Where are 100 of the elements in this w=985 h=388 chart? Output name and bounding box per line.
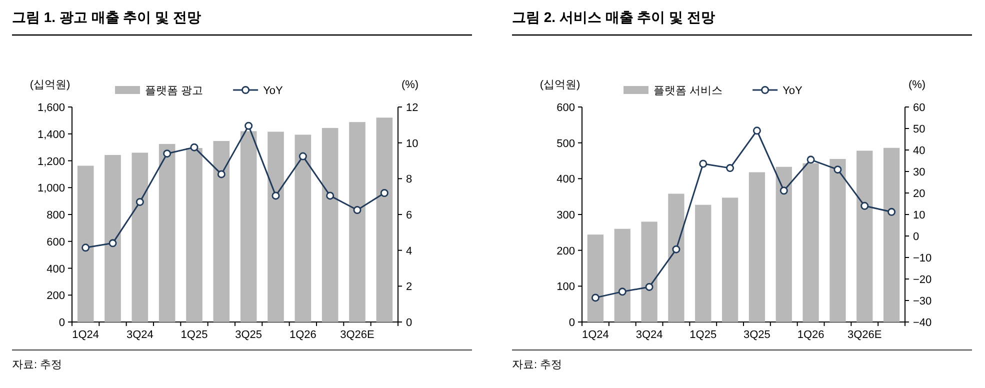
- bar: [322, 128, 338, 322]
- point: [780, 186, 788, 195]
- y-tick-label: 600: [556, 102, 575, 114]
- legend-label: YoY: [263, 85, 284, 97]
- y-tick-label: 300: [556, 210, 575, 222]
- bar: [240, 131, 257, 322]
- y2-tick-label: −40: [913, 317, 932, 329]
- point: [163, 150, 172, 158]
- x-tick-label: 3Q24: [126, 329, 154, 341]
- y2-tick-label: 30: [913, 166, 926, 178]
- y2-tick-label: 10: [913, 210, 926, 222]
- bar: [77, 166, 94, 322]
- y-tick-label: 1,600: [37, 102, 65, 114]
- point: [326, 192, 334, 200]
- bar: [668, 194, 684, 322]
- y-tick-label: 400: [46, 263, 65, 276]
- x-tick-label: 3Q25: [743, 329, 770, 341]
- bar: [776, 166, 792, 322]
- y-tick-label: 1,200: [37, 156, 65, 168]
- bar: [104, 154, 121, 322]
- point: [618, 288, 626, 296]
- y-tick-label: 500: [556, 138, 575, 150]
- y2-axis-title: (%): [908, 79, 926, 91]
- y-tick-label: 0: [58, 317, 65, 329]
- y-axis-title: (십억원): [540, 79, 580, 91]
- y2-tick-label: 0: [913, 231, 920, 243]
- bar: [268, 132, 284, 322]
- y-tick-label: 1,000: [37, 182, 65, 195]
- y2-tick-label: 20: [913, 188, 926, 200]
- point: [136, 198, 144, 206]
- x-tick-label: 1Q26: [797, 329, 824, 341]
- x-tick-label: 1Q25: [180, 329, 208, 341]
- point: [108, 239, 117, 248]
- point: [380, 189, 388, 197]
- bar: [748, 172, 766, 322]
- x-tick-label: 1Q26: [289, 329, 316, 341]
- bar: [158, 144, 176, 322]
- y2-tick-label: 60: [913, 102, 926, 114]
- y2-tick-label: 8: [406, 174, 412, 186]
- x-tick-label: 1Q25: [690, 329, 717, 341]
- point: [726, 164, 734, 172]
- x-tick-label: 3Q26E: [848, 329, 882, 341]
- y-tick-label: 600: [46, 236, 65, 248]
- bar: [349, 122, 366, 322]
- bar: [856, 150, 873, 322]
- bar: [587, 234, 604, 322]
- bar: [695, 204, 712, 322]
- y2-tick-label: 4: [406, 245, 412, 258]
- y-tick-label: 200: [556, 245, 575, 258]
- y2-tick-label: 10: [406, 138, 418, 150]
- chart-title: 그림 1. 광고 매출 추이 및 전망: [12, 9, 202, 25]
- point: [591, 294, 600, 302]
- text: 자료: 추정: [512, 359, 562, 371]
- legend-label: YoY: [782, 85, 804, 97]
- point: [272, 192, 280, 200]
- y2-tick-label: 6: [406, 210, 412, 222]
- point: [645, 282, 654, 291]
- point: [752, 126, 761, 135]
- point: [860, 202, 869, 210]
- bar: [641, 222, 658, 322]
- point: [298, 152, 307, 160]
- y-tick-label: 0: [568, 317, 575, 329]
- point: [699, 160, 708, 168]
- y-tick-label: 100: [556, 281, 575, 294]
- x-tick-label: 1Q24: [582, 329, 609, 341]
- y2-tick-label: 0: [406, 317, 412, 329]
- x-tick-label: 3Q24: [636, 329, 663, 341]
- x-tick-label: 3Q26E: [340, 329, 374, 341]
- bar: [830, 158, 846, 322]
- bar: [294, 134, 312, 322]
- bar: [614, 228, 630, 322]
- x-tick-label: 1Q24: [72, 329, 100, 341]
- legend-label: 플랫폼 광고: [145, 85, 204, 97]
- point: [888, 208, 896, 216]
- y-tick-label: 800: [46, 210, 65, 222]
- y-tick-label: 400: [556, 174, 575, 186]
- y2-tick-label: 50: [913, 124, 926, 136]
- y-tick-label: 1,400: [37, 128, 65, 141]
- y-tick-label: 200: [46, 290, 65, 302]
- bar: [132, 152, 148, 322]
- y2-tick-label: −20: [913, 274, 932, 286]
- point: [353, 206, 362, 214]
- point: [217, 170, 226, 178]
- x-tick-label: 3Q25: [235, 329, 262, 341]
- y2-tick-label: −10: [913, 252, 932, 264]
- y2-tick-label: 2: [406, 281, 412, 294]
- point: [806, 156, 815, 164]
- y2-tick-label: 12: [406, 102, 418, 114]
- point: [244, 122, 253, 130]
- point: [834, 166, 842, 174]
- text: 자료: 추정: [12, 359, 62, 371]
- y2-tick-label: 40: [913, 145, 926, 157]
- bar: [722, 198, 738, 322]
- bar: [186, 148, 202, 322]
- chart-title: 그림 2. 서비스 매출 추이 및 전망: [512, 9, 716, 25]
- bar: [376, 118, 393, 322]
- y2-tick-label: −30: [913, 296, 932, 308]
- bar: [802, 163, 819, 322]
- legend-label: 플랫폼 서비스: [654, 85, 723, 97]
- y2-axis-title: (%): [401, 79, 419, 91]
